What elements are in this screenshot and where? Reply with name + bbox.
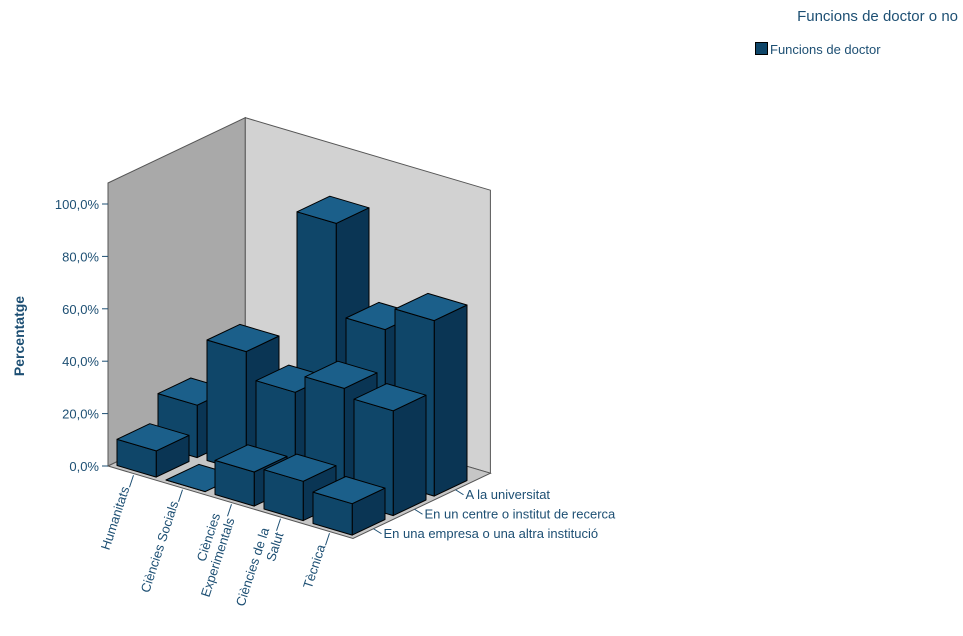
bars: [116, 195, 468, 536]
legend-item-label: Funcions de doctor: [770, 42, 881, 57]
bar-top: [263, 453, 337, 482]
bar-top: [312, 476, 386, 505]
depth-axis-labels: A la universitat En un centre o institut …: [373, 487, 617, 541]
y-axis-ticks: 0,0% 20,0% 40,0% 60,0% 80,0% 100,0%: [55, 197, 108, 474]
y-tick-label: 20,0%: [62, 407, 99, 422]
bar-top: [394, 292, 468, 322]
x-tick: [129, 475, 134, 488]
y-tick-label: 60,0%: [62, 302, 99, 317]
x-tick-label: CiènciesExperimentals: [183, 511, 237, 599]
x-tick: [276, 518, 281, 531]
x-tick-label: Humanitats: [98, 484, 133, 552]
bar-top: [214, 444, 288, 473]
bar-side: [433, 304, 468, 497]
bar-top: [296, 195, 370, 224]
depth-tick: [455, 489, 464, 496]
bar-top: [116, 423, 190, 452]
depth-tick-label: En un centre o institut de recerca: [425, 506, 617, 521]
y-tick-label: 40,0%: [62, 354, 99, 369]
depth-tick: [373, 528, 382, 535]
legend-swatch: [755, 42, 768, 55]
y-axis-title: Percentatge: [11, 296, 27, 376]
depth-tick: [414, 508, 423, 515]
x-tick: [325, 533, 330, 546]
bar: [116, 423, 190, 478]
depth-tick-label: A la universitat: [466, 487, 551, 502]
legend-item: Funcions de doctor: [755, 42, 881, 57]
x-tick: [227, 504, 232, 517]
y-tick-label: 100,0%: [55, 197, 100, 212]
x-tick-label: Tècnica: [300, 542, 329, 591]
legend-title: Funcions de doctor o no: [797, 8, 958, 25]
bar: [312, 476, 386, 536]
y-tick-label: 80,0%: [62, 249, 99, 264]
x-tick-label: Ciències de laSalut: [233, 525, 287, 613]
bar-top: [353, 383, 427, 412]
bar-side: [392, 394, 427, 517]
x-tick: [178, 489, 183, 502]
bar-top: [206, 323, 280, 353]
x-tick-label: Ciències Socials: [138, 499, 182, 595]
bar-top: [304, 360, 378, 389]
y-tick-label: 0,0%: [69, 459, 99, 474]
depth-tick-label: En una empresa o una altra institució: [384, 526, 599, 541]
